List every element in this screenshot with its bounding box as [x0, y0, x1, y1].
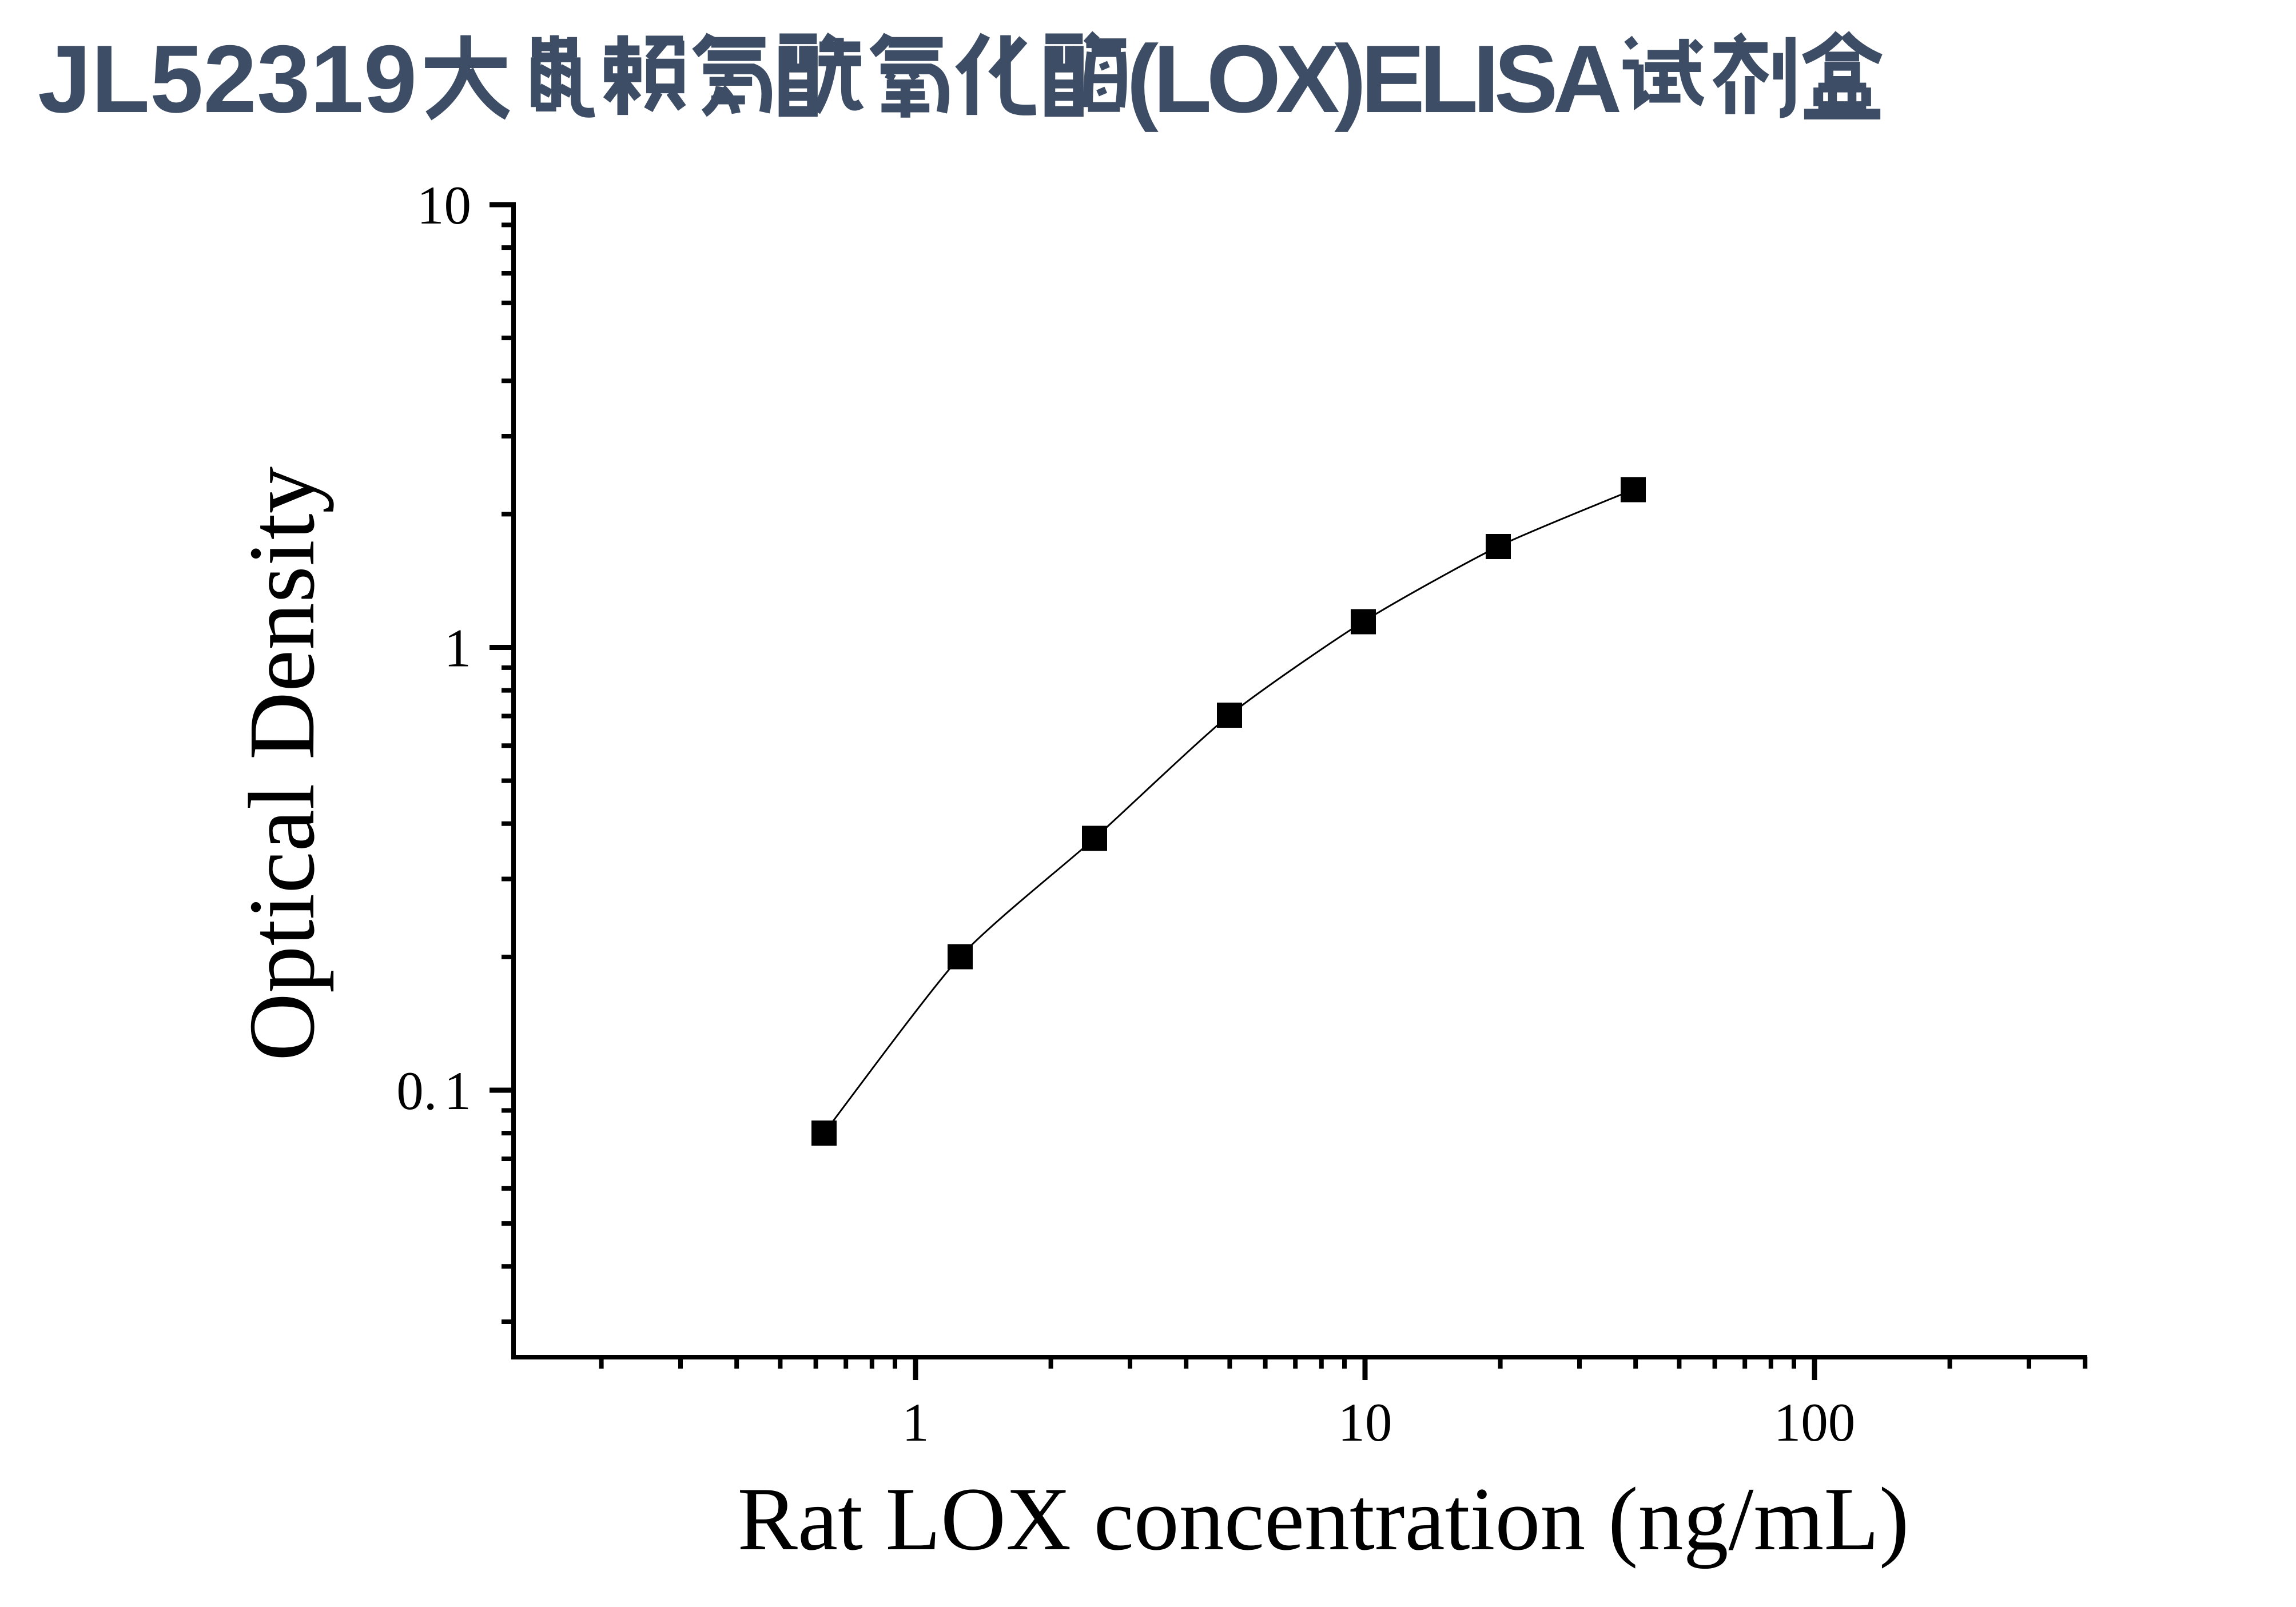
svg-text:10: 10	[1338, 1392, 1392, 1453]
svg-text:1: 1	[902, 1392, 929, 1453]
svg-text:0.1: 0. 1	[396, 1060, 471, 1121]
svg-text:JL52319: JL52319	[38, 25, 417, 133]
svg-text:10: 10	[417, 175, 471, 236]
svg-text:Optical Density: Optical Density	[229, 466, 334, 1061]
svg-text:100: 100	[1774, 1392, 1856, 1453]
svg-text:(LOX)ELISA: (LOX)ELISA	[1127, 25, 1619, 133]
svg-text:1: 1	[444, 618, 472, 679]
svg-text:Rat LOX concentration (ng/mL): Rat LOX concentration (ng/mL)	[738, 1469, 1909, 1569]
